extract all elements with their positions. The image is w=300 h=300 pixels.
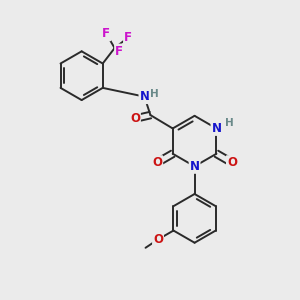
Text: O: O (130, 112, 140, 125)
Text: N: N (190, 160, 200, 173)
Text: H: H (225, 118, 233, 128)
Text: F: F (124, 31, 132, 44)
Text: N: N (140, 90, 149, 103)
Text: N: N (212, 122, 221, 135)
Text: O: O (152, 156, 162, 169)
Text: F: F (102, 27, 110, 40)
Text: O: O (153, 233, 163, 246)
Text: H: H (150, 89, 158, 99)
Text: F: F (115, 44, 123, 58)
Text: O: O (227, 156, 237, 169)
